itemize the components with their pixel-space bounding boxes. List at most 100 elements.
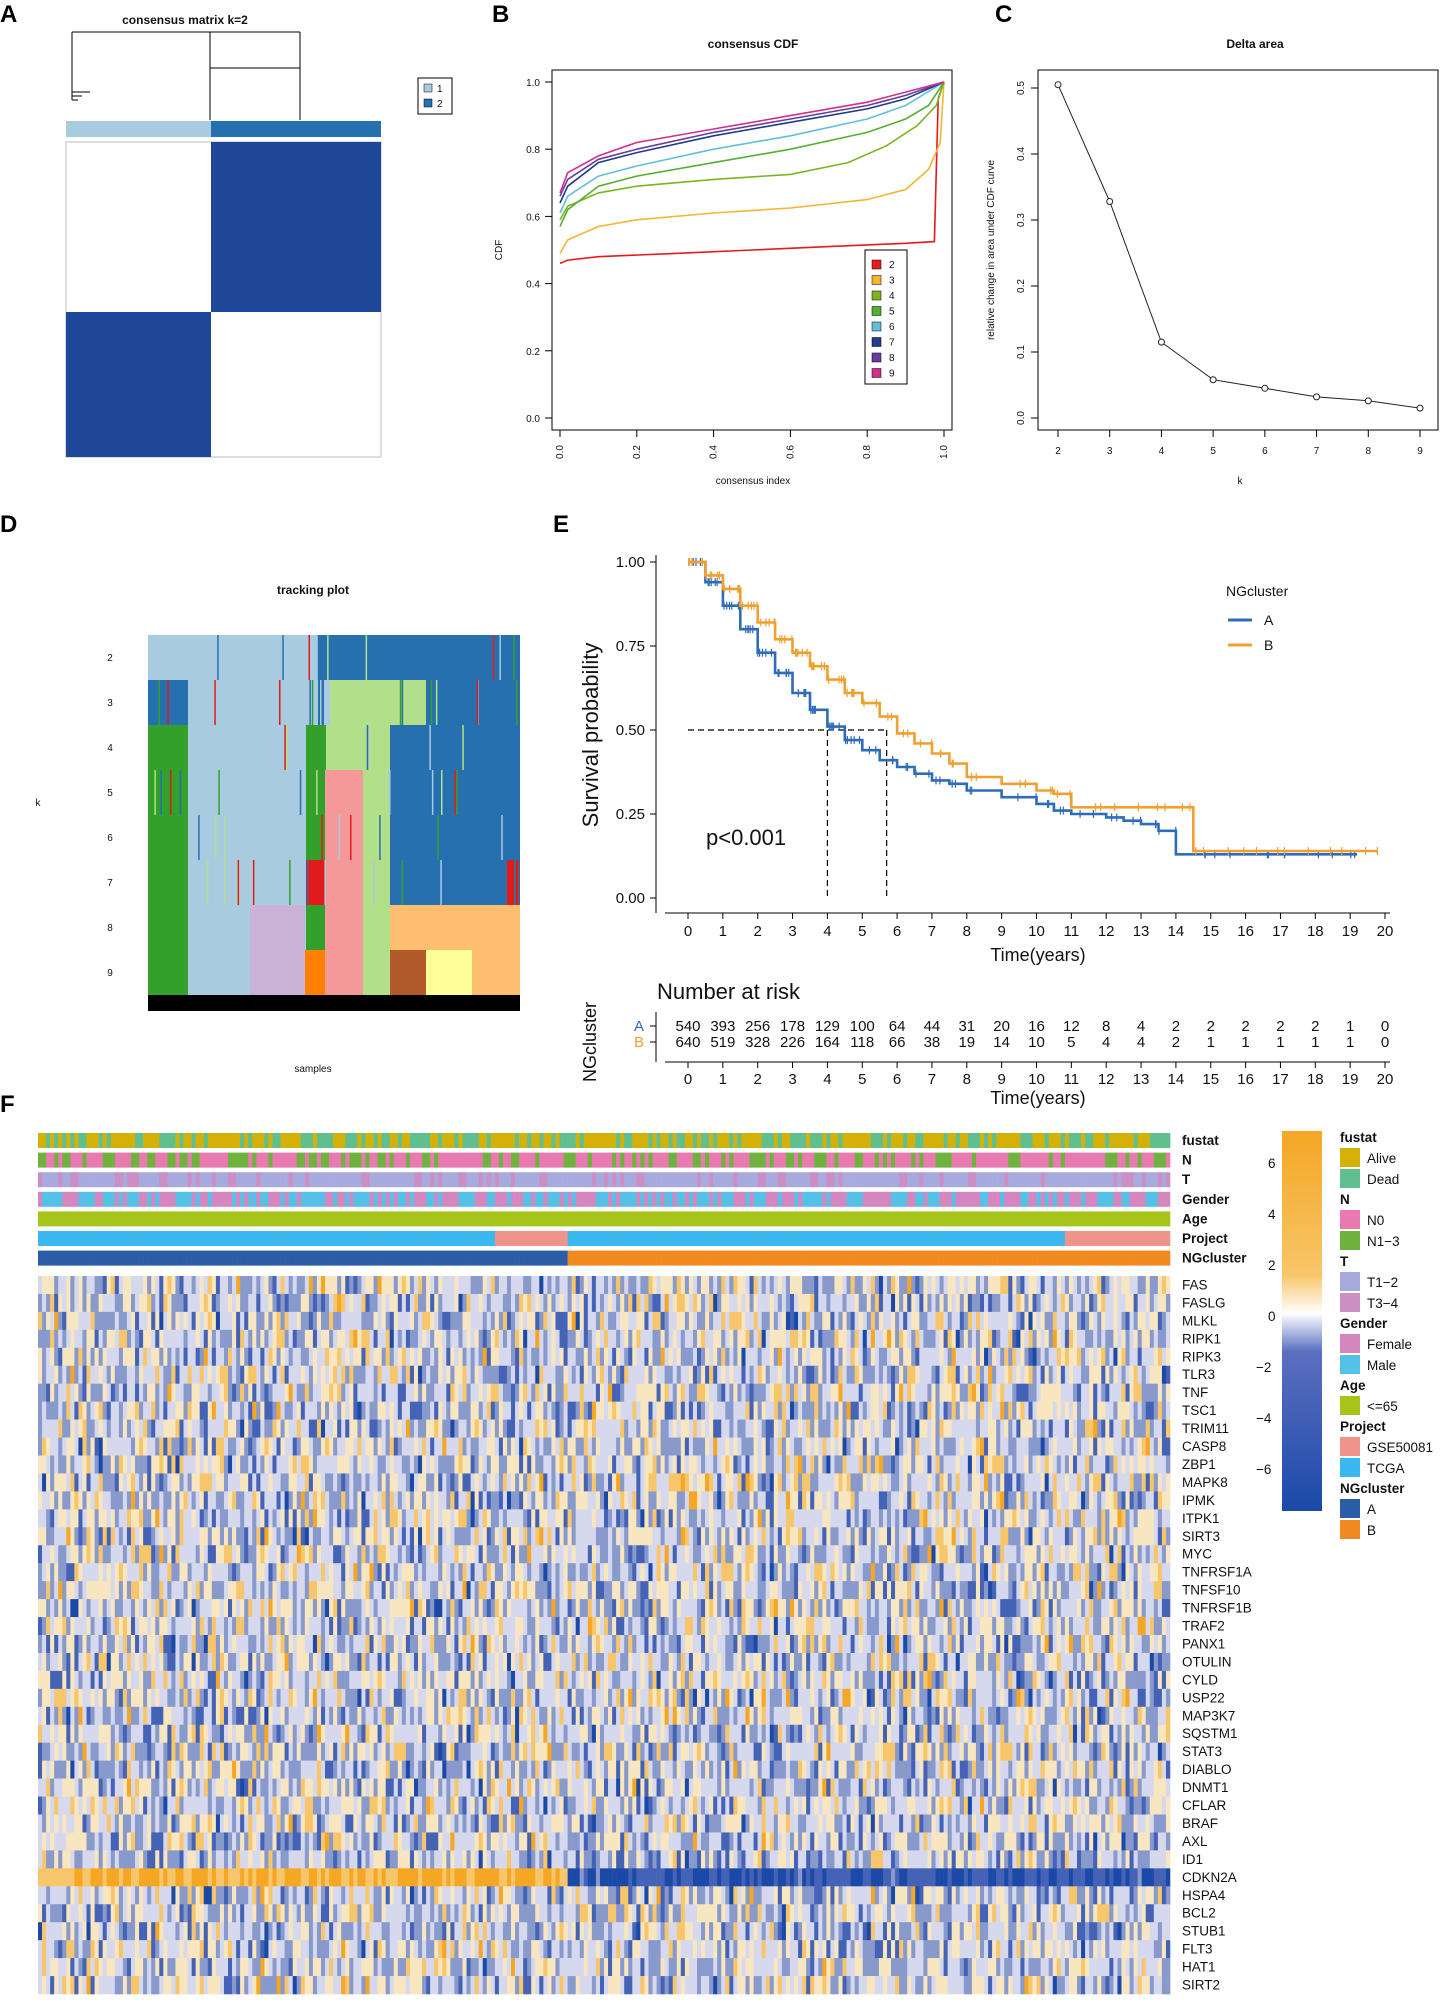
heatmap-cell [781, 1383, 787, 1402]
annotation-cell [1048, 1211, 1054, 1227]
annotation-cell [846, 1152, 851, 1168]
heatmap-cell [1028, 1276, 1033, 1295]
heatmap-cell [171, 1401, 176, 1420]
heatmap-cell [300, 1276, 306, 1295]
heatmap-cell [903, 1293, 908, 1313]
annotation-cell [102, 1250, 108, 1266]
heatmap-cell [373, 1365, 378, 1384]
annotation-cell [729, 1152, 734, 1168]
heatmap-cell [143, 1293, 148, 1313]
heatmap-cell [228, 1401, 233, 1420]
heatmap-cell [486, 1329, 492, 1349]
delta-point [1416, 404, 1424, 412]
heatmap-cell [268, 1311, 273, 1331]
heatmap-cell [106, 1311, 112, 1331]
heatmap-cell [692, 1329, 698, 1349]
heatmap-cell [252, 1293, 257, 1313]
heatmap-cell [199, 1276, 205, 1295]
annotation-cell [1153, 1211, 1159, 1227]
annotation-cell [98, 1133, 103, 1148]
annotation-cell [130, 1172, 136, 1188]
heatmap-cell [329, 1347, 334, 1367]
cdf-legend-label: 3 [889, 276, 895, 287]
heatmap-cell [1052, 1347, 1058, 1367]
heatmap-cell [903, 1365, 908, 1384]
annotation-cell [50, 1172, 55, 1188]
annotation-cell [1121, 1172, 1126, 1188]
annotation-cell [78, 1250, 83, 1266]
annotation-cell [1109, 1211, 1114, 1227]
heatmap-cell [62, 1276, 67, 1295]
annotation-cell [858, 1231, 864, 1246]
heatmap-cell [992, 1293, 997, 1313]
heatmap-cell [175, 1347, 180, 1367]
annotation-cell [219, 1250, 225, 1266]
annotation-cell [450, 1250, 455, 1266]
heatmap-cell [1032, 1311, 1037, 1331]
annotation-cell [70, 1191, 75, 1207]
annotation-cell [272, 1250, 277, 1266]
annotation-cell [426, 1133, 431, 1148]
heatmap-cell [66, 1293, 71, 1313]
heatmap-cell [539, 1383, 544, 1402]
annotation-cell [971, 1250, 977, 1266]
heatmap-cell [955, 1419, 961, 1438]
delta-point [1261, 384, 1269, 392]
heatmap-cell [765, 1419, 771, 1438]
annotation-cell [135, 1211, 140, 1227]
heatmap-cell [244, 1383, 249, 1402]
heatmap-cell [931, 1329, 936, 1349]
heatmap-cell [70, 1401, 75, 1420]
annotation-cell [470, 1191, 475, 1207]
heatmap-cell [975, 1365, 981, 1384]
annotation-cell [733, 1172, 738, 1188]
heatmap-cell [1064, 1347, 1070, 1367]
annotation-cell [409, 1211, 415, 1227]
annotation-cell [947, 1172, 952, 1188]
heatmap-cell [523, 1365, 528, 1384]
heatmap-cell [870, 1311, 876, 1331]
annotation-cell [1012, 1250, 1017, 1266]
heatmap-cell [1097, 1383, 1102, 1402]
heatmap-cell [1137, 1276, 1142, 1295]
annotation-cell [988, 1152, 993, 1168]
heatmap-cell [1165, 1276, 1171, 1295]
heatmap-cell [996, 1293, 1001, 1313]
annotation-cell [1129, 1211, 1134, 1227]
heatmap-cell [632, 1293, 637, 1313]
heatmap-cell [1064, 1311, 1070, 1331]
heatmap-cell [608, 1276, 613, 1295]
heatmap-cell [996, 1401, 1001, 1420]
heatmap-cell [1032, 1401, 1037, 1420]
heatmap-cell [405, 1329, 411, 1349]
annotation-cell [308, 1231, 314, 1246]
annotation-cell [709, 1250, 714, 1266]
heatmap-cell [709, 1401, 714, 1420]
heatmap-cell [866, 1276, 872, 1295]
heatmap-cell [498, 1276, 504, 1295]
heatmap-cell [939, 1347, 944, 1367]
annotation-cell [474, 1191, 479, 1207]
heatmap-cell [535, 1329, 540, 1349]
annotation-cell [454, 1191, 459, 1207]
heatmap-cell [325, 1329, 330, 1349]
heatmap-cell [1000, 1276, 1005, 1295]
annotation-cell [676, 1250, 682, 1266]
annotation-cell [608, 1172, 613, 1188]
annotation-cell [74, 1211, 79, 1227]
heatmap-cell [591, 1383, 597, 1402]
heatmap-cell [280, 1276, 285, 1295]
heatmap-cell [1020, 1276, 1025, 1295]
annotation-cell [1113, 1133, 1118, 1148]
annotation-cell [919, 1250, 924, 1266]
annotation-cell [1040, 1250, 1045, 1266]
heatmap-cell [256, 1419, 261, 1438]
heatmap-cell [1113, 1311, 1118, 1331]
km-xtick-label: 1 [719, 923, 727, 940]
annotation-cell [211, 1231, 217, 1246]
heatmap-cell [632, 1329, 637, 1349]
heatmap-cell [482, 1419, 488, 1438]
annotation-cell [672, 1133, 678, 1148]
cdf-ytick-label: 0.2 [526, 347, 540, 358]
annotation-cell [341, 1133, 346, 1148]
